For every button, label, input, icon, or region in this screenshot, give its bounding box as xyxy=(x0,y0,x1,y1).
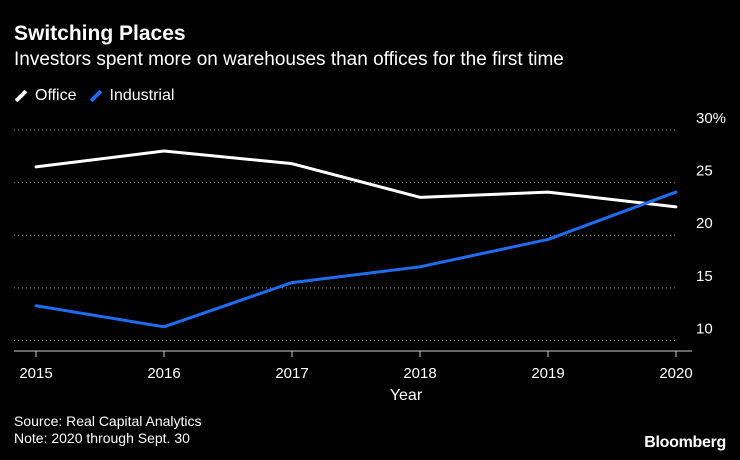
legend-item-industrial: Industrial xyxy=(89,87,175,105)
y-tick-label: 30% xyxy=(696,110,726,127)
axis-layer: 10 15 20 25 30% 2015 2016 2017 2018 2019 2020 xyxy=(14,110,726,382)
x-tick-label: 2015 xyxy=(19,365,52,382)
source-note: Source: Real Capital Analytics xyxy=(14,413,202,429)
y-tick-label: 25 xyxy=(696,163,713,180)
x-tick-label: 2016 xyxy=(147,365,180,382)
footnote: Note: 2020 through Sept. 30 xyxy=(14,430,190,446)
legend-item-office: Office xyxy=(14,87,77,105)
grid-layer xyxy=(14,129,676,341)
legend: Office Industrial xyxy=(14,86,186,106)
legend-label-industrial: Industrial xyxy=(109,87,175,104)
chart-subtitle: Investors spent more on warehouses than … xyxy=(14,49,564,70)
series-layer xyxy=(34,149,678,329)
x-tick-label: 2018 xyxy=(403,365,436,382)
legend-label-office: Office xyxy=(35,87,77,104)
y-tick-label: 20 xyxy=(696,215,713,232)
x-tick-label: 2017 xyxy=(275,365,308,382)
x-tick-label: 2019 xyxy=(531,365,564,382)
bloomberg-logo: Bloomberg xyxy=(644,434,726,451)
y-tick-label: 15 xyxy=(696,268,713,285)
x-axis-label: Year xyxy=(390,387,423,404)
chart-title: Switching Places xyxy=(14,22,186,45)
y-tick-label: 10 xyxy=(696,320,713,337)
x-tick-label: 2020 xyxy=(659,365,692,382)
series-line-industrial xyxy=(34,190,678,329)
series-line-office xyxy=(34,149,678,209)
